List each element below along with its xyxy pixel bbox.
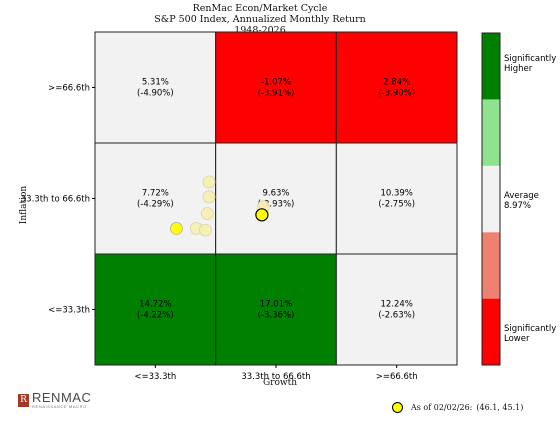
cell-secondary-label: (-3.36%) <box>258 311 295 321</box>
current-point-legend-icon <box>392 402 403 413</box>
x-axis-label: Growth <box>262 378 298 388</box>
colorbar-segment <box>482 298 500 365</box>
cell-value-label: 2.84% <box>383 78 410 88</box>
history-point <box>202 190 216 204</box>
chart-date-range: 1948-2026 <box>234 25 286 36</box>
heatmap-cell <box>215 31 337 144</box>
y-tick-label: 33.3th to 66.6th <box>21 195 90 205</box>
current-point <box>255 208 269 222</box>
history-point <box>200 207 214 220</box>
colorbar-label: 8.97% <box>504 201 531 211</box>
renmac-logo: R RENMAC RENAISSANCE MACRO <box>18 391 91 409</box>
heatmap-cell <box>215 142 337 255</box>
colorbar-label: Higher <box>504 64 533 74</box>
cell-value-label: 17.01% <box>260 300 292 310</box>
colorbar-label: Significantly <box>504 54 556 64</box>
cell-value-label: 14.72% <box>139 300 171 310</box>
cell-secondary-label: (-3.90%) <box>378 89 415 99</box>
logo-subtitle: RENAISSANCE MACRO <box>32 404 87 409</box>
colorbar-label: Significantly <box>504 324 556 334</box>
heatmap-cell <box>335 142 458 255</box>
x-tick-label: 33.3th to 66.6th <box>241 372 310 382</box>
logo-mark: R <box>18 393 29 407</box>
y-tick-label: >=66.6th <box>48 84 90 94</box>
cell-secondary-label: (-3.91%) <box>258 89 295 99</box>
as-of-label: As of 02/02/26: <box>411 403 473 412</box>
heatmap-cell <box>335 31 458 144</box>
chart-title: RenMac Econ/Market Cycle <box>192 3 328 14</box>
x-tick-label: <=33.3th <box>134 372 176 382</box>
logo-name: RENMAC <box>32 390 92 405</box>
cell-secondary-label: (-2.63%) <box>378 311 415 321</box>
cell-secondary-label: (-4.29%) <box>137 200 174 210</box>
cell-value-label: 5.31% <box>142 78 169 88</box>
colorbar-segment <box>482 33 500 100</box>
x-tick-label: >=66.6th <box>376 372 418 382</box>
colorbar-label: Average <box>504 191 539 201</box>
cell-value-label: 7.72% <box>142 189 169 199</box>
y-tick-label: <=33.3th <box>48 306 90 316</box>
chart-title-block: RenMac Econ/Market Cycle S&P 500 Index, … <box>0 3 520 36</box>
colorbar-label: Lower <box>504 334 530 344</box>
cell-secondary-label: (-2.75%) <box>378 200 415 210</box>
cell-secondary-label: (-4.90%) <box>137 89 174 99</box>
colorbar-frame <box>481 32 501 366</box>
y-axis-label: Inflation <box>19 185 29 225</box>
cell-value-label: -1.07% <box>261 78 291 88</box>
history-point <box>199 223 212 237</box>
chart-subtitle: S&P 500 Index, Annualized Monthly Return <box>154 14 366 25</box>
as-of-legend: As of 02/02/26: (46.1, 45.1) <box>392 402 523 413</box>
heatmap-cell <box>94 31 217 144</box>
heatmap-cell <box>94 142 217 255</box>
heatmap-cell <box>94 253 217 366</box>
colorbar-segment <box>482 99 500 166</box>
colorbar-segment <box>482 232 500 299</box>
heatmap-cell <box>215 253 337 366</box>
as-of-coordinates: (46.1, 45.1) <box>476 403 524 412</box>
cell-secondary-label: (-3.93%) <box>258 200 295 210</box>
cell-value-label: 12.24% <box>380 300 412 310</box>
recent-point <box>170 222 183 235</box>
cell-value-label: 9.63% <box>262 189 289 199</box>
cell-secondary-label: (-4.22%) <box>137 311 174 321</box>
cell-value-label: 10.39% <box>380 189 412 199</box>
heatmap-cell <box>335 253 458 366</box>
history-point <box>202 175 216 189</box>
colorbar-segment <box>482 165 500 233</box>
